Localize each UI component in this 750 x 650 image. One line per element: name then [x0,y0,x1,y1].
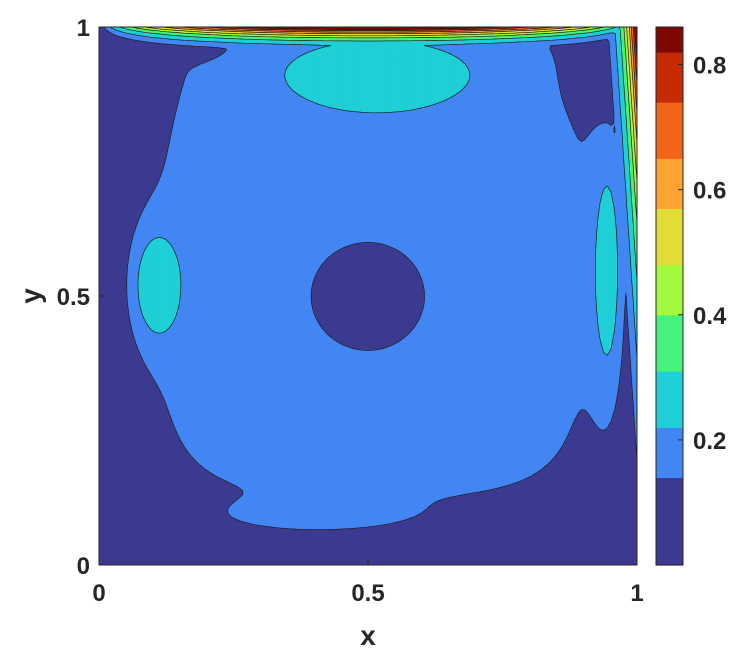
colorbar-band-7 [656,102,683,159]
colorbar-band-4 [656,264,683,316]
y-tick-label: 0 [77,553,90,580]
y-tick-label: 1 [77,15,90,42]
x-tick-label: 0.5 [351,580,384,607]
x-tick-label: 1 [630,580,643,607]
colorbar-band-2 [656,371,683,428]
y-tick-label: 0.5 [57,284,90,311]
y-axis-ticks: 00.51 [57,15,105,580]
colorbar-tick-label: 0.4 [693,303,727,330]
colorbar-ticks: 0.2 0.4 0.6 0.8 [678,53,727,455]
colorbar-band-8 [656,52,683,103]
colorbar-band-1 [656,427,683,479]
colorbar-band-9 [656,27,683,53]
colorbar-tick-label: 0.2 [693,428,726,455]
colorbar-tick-label: 0.8 [693,53,726,80]
colorbar-band-5 [656,208,683,266]
colorbar-band-6 [656,158,683,210]
plot-area [99,26,638,565]
colorbar-frame [655,26,684,566]
x-tick-label: 0 [92,580,105,607]
colorbar-tick-label: 0.6 [693,178,726,205]
colorbar-band-3 [656,314,683,372]
y-axis-label: y [15,288,46,304]
contour-lines [103,26,638,530]
x-axis-label: x [360,620,376,650]
colorbar-band-0 [656,477,683,566]
x-axis-ticks: 0 0.5 1 [92,559,644,607]
colorbar [655,26,684,566]
